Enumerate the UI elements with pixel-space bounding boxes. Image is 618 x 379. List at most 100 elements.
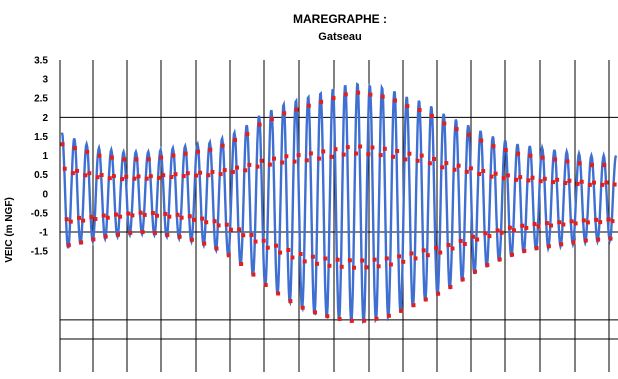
predicted-point — [77, 215, 81, 220]
predicted-point — [335, 257, 340, 262]
predicted-point — [434, 245, 439, 250]
predicted-point — [323, 256, 328, 261]
predicted-point — [224, 222, 229, 227]
predicted-point — [345, 145, 350, 150]
predicted-point — [493, 171, 498, 176]
predicted-point — [91, 237, 96, 242]
predicted-point — [436, 291, 441, 296]
predicted-point — [202, 241, 207, 246]
predicted-point — [368, 92, 373, 97]
predicted-point — [405, 104, 410, 109]
predicted-point — [321, 149, 326, 154]
predicted-point — [608, 236, 613, 241]
predicted-point — [185, 171, 190, 176]
predicted-point — [407, 151, 412, 156]
predicted-point — [68, 219, 73, 224]
predicted-point — [575, 181, 580, 186]
predicted-point — [503, 148, 508, 152]
predicted-point — [432, 157, 436, 161]
predicted-point — [505, 173, 510, 178]
predicted-point — [349, 318, 354, 323]
predicted-point — [393, 98, 397, 103]
predicted-point — [594, 217, 599, 222]
predicted-point — [360, 258, 365, 263]
predicted-point — [456, 163, 461, 168]
predicted-point — [251, 272, 256, 277]
predicted-point — [189, 237, 194, 242]
predicted-point — [325, 314, 330, 319]
predicted-point — [419, 153, 424, 158]
predicted-point — [89, 215, 94, 219]
predicted-point — [257, 122, 262, 127]
predicted-point — [181, 174, 186, 179]
predicted-point — [306, 103, 311, 108]
predicted-point — [557, 220, 562, 225]
predicted-point — [228, 227, 233, 232]
predicted-point — [376, 264, 381, 269]
predicted-point — [124, 174, 129, 179]
predicted-point — [364, 265, 369, 270]
predicted-point — [530, 175, 535, 180]
y-tick-label: 2 — [42, 113, 48, 124]
predicted-point — [134, 157, 139, 162]
predicted-point — [481, 169, 486, 173]
predicted-point — [585, 220, 590, 225]
predicted-point — [466, 132, 471, 137]
predicted-point — [161, 173, 166, 178]
predicted-point — [317, 156, 322, 161]
predicted-point — [122, 157, 127, 162]
predicted-point — [173, 172, 178, 177]
y-tick-labels: 3.5 3 2.5 2 1.5 1 0.5 0 -0.5 -1 -1.5 — [31, 56, 49, 258]
predicted-point — [83, 173, 88, 178]
predicted-point — [384, 256, 389, 261]
predicted-point — [235, 165, 239, 170]
predicted-point — [468, 166, 473, 171]
predicted-point — [507, 225, 512, 230]
y-tick-label: -1.5 — [31, 247, 49, 258]
y-tick-label: 3 — [42, 75, 48, 86]
predicted-point — [247, 162, 252, 167]
predicted-point — [206, 173, 211, 178]
predicted-point — [610, 219, 615, 224]
predicted-point — [425, 253, 430, 258]
predicted-point — [313, 310, 317, 315]
predicted-point — [567, 178, 572, 183]
predicted-point — [261, 238, 266, 243]
predicted-point — [440, 165, 445, 170]
predicted-point — [179, 215, 184, 220]
predicted-point — [269, 117, 274, 121]
predicted-point — [280, 160, 285, 165]
predicted-point — [497, 257, 502, 262]
y-tick-label: 0.5 — [34, 170, 48, 181]
predicted-point — [107, 176, 112, 181]
predicted-point — [602, 163, 607, 168]
predicted-point — [265, 245, 270, 250]
predicted-point — [442, 121, 447, 126]
predicted-point — [272, 156, 276, 161]
predicted-point — [169, 175, 174, 179]
predicted-point — [489, 174, 494, 179]
predicted-point — [212, 219, 217, 224]
predicted-point — [454, 127, 459, 132]
predicted-point — [347, 258, 352, 263]
predicted-point — [598, 220, 603, 225]
predicted-point — [146, 157, 151, 162]
predicted-point — [559, 242, 564, 247]
predicted-point — [423, 297, 428, 302]
predicted-point — [288, 299, 293, 304]
predicted-point — [403, 157, 408, 162]
predicted-point — [152, 231, 157, 235]
predicted-point — [294, 107, 299, 112]
predicted-point — [130, 213, 135, 218]
predicted-point — [458, 238, 463, 243]
y-tick-label: 3.5 — [34, 56, 48, 67]
predicted-point — [120, 177, 125, 182]
predicted-point — [520, 223, 525, 228]
predicted-point — [446, 243, 451, 247]
y-tick-label: 2.5 — [34, 94, 48, 105]
predicted-point — [144, 176, 149, 181]
predicted-point — [380, 94, 385, 99]
predicted-point — [549, 223, 553, 228]
predicted-point — [485, 263, 490, 268]
